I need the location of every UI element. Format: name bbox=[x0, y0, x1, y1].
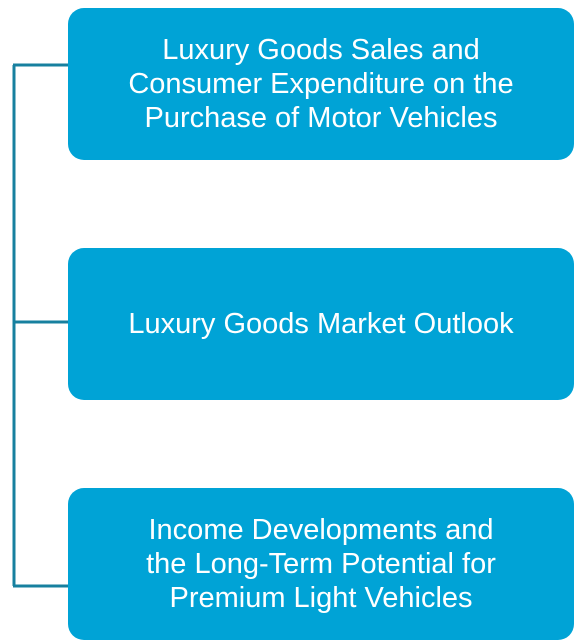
topic-box: Luxury Goods Market Outlook bbox=[68, 248, 574, 400]
box-label: Premium Light Vehicles bbox=[169, 582, 473, 614]
topic-box: Income Developments and the Long-Term Pot… bbox=[68, 488, 574, 640]
box-label: Income Developments and bbox=[148, 514, 494, 546]
box-label: Purchase of Motor Vehicles bbox=[144, 102, 498, 134]
box-label: Luxury Goods Market Outlook bbox=[128, 308, 514, 340]
topic-box: Luxury Goods Sales and Consumer Expenditu… bbox=[68, 8, 574, 160]
box-label: the Long-Term Potential for bbox=[146, 548, 496, 580]
box-label: Consumer Expenditure on the bbox=[128, 68, 514, 100]
box-label: Luxury Goods Sales and bbox=[162, 34, 480, 66]
